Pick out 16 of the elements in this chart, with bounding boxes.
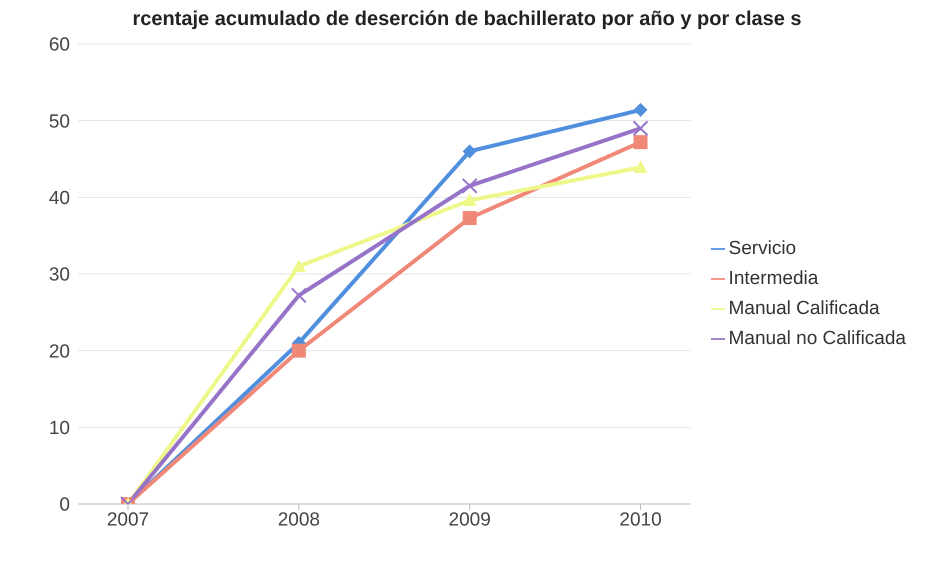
- y-tick-label: 60: [48, 34, 70, 56]
- y-tick-label: 40: [48, 188, 70, 210]
- legend-label: Servicio: [728, 238, 796, 259]
- legend-label: Manual no Calificada: [728, 328, 906, 349]
- y-tick-label: 0: [59, 494, 70, 516]
- legend-label: Manual Calificada: [728, 298, 880, 319]
- x-tick-label: 2007: [106, 509, 150, 530]
- x-tick-label: 2010: [619, 509, 662, 530]
- y-tick-label: 50: [48, 111, 70, 132]
- legend-label: Intermedia: [728, 268, 818, 289]
- x-tick-label: 2009: [448, 509, 491, 530]
- y-tick-label: 30: [48, 264, 70, 286]
- chart-title: rcentaje acumulado de deserción de bachillerato por año y por clase s: [131, 8, 803, 32]
- x-tick-label: 2008: [278, 509, 320, 530]
- y-tick-label: 10: [48, 418, 70, 440]
- y-tick-label: 20: [48, 341, 70, 362]
